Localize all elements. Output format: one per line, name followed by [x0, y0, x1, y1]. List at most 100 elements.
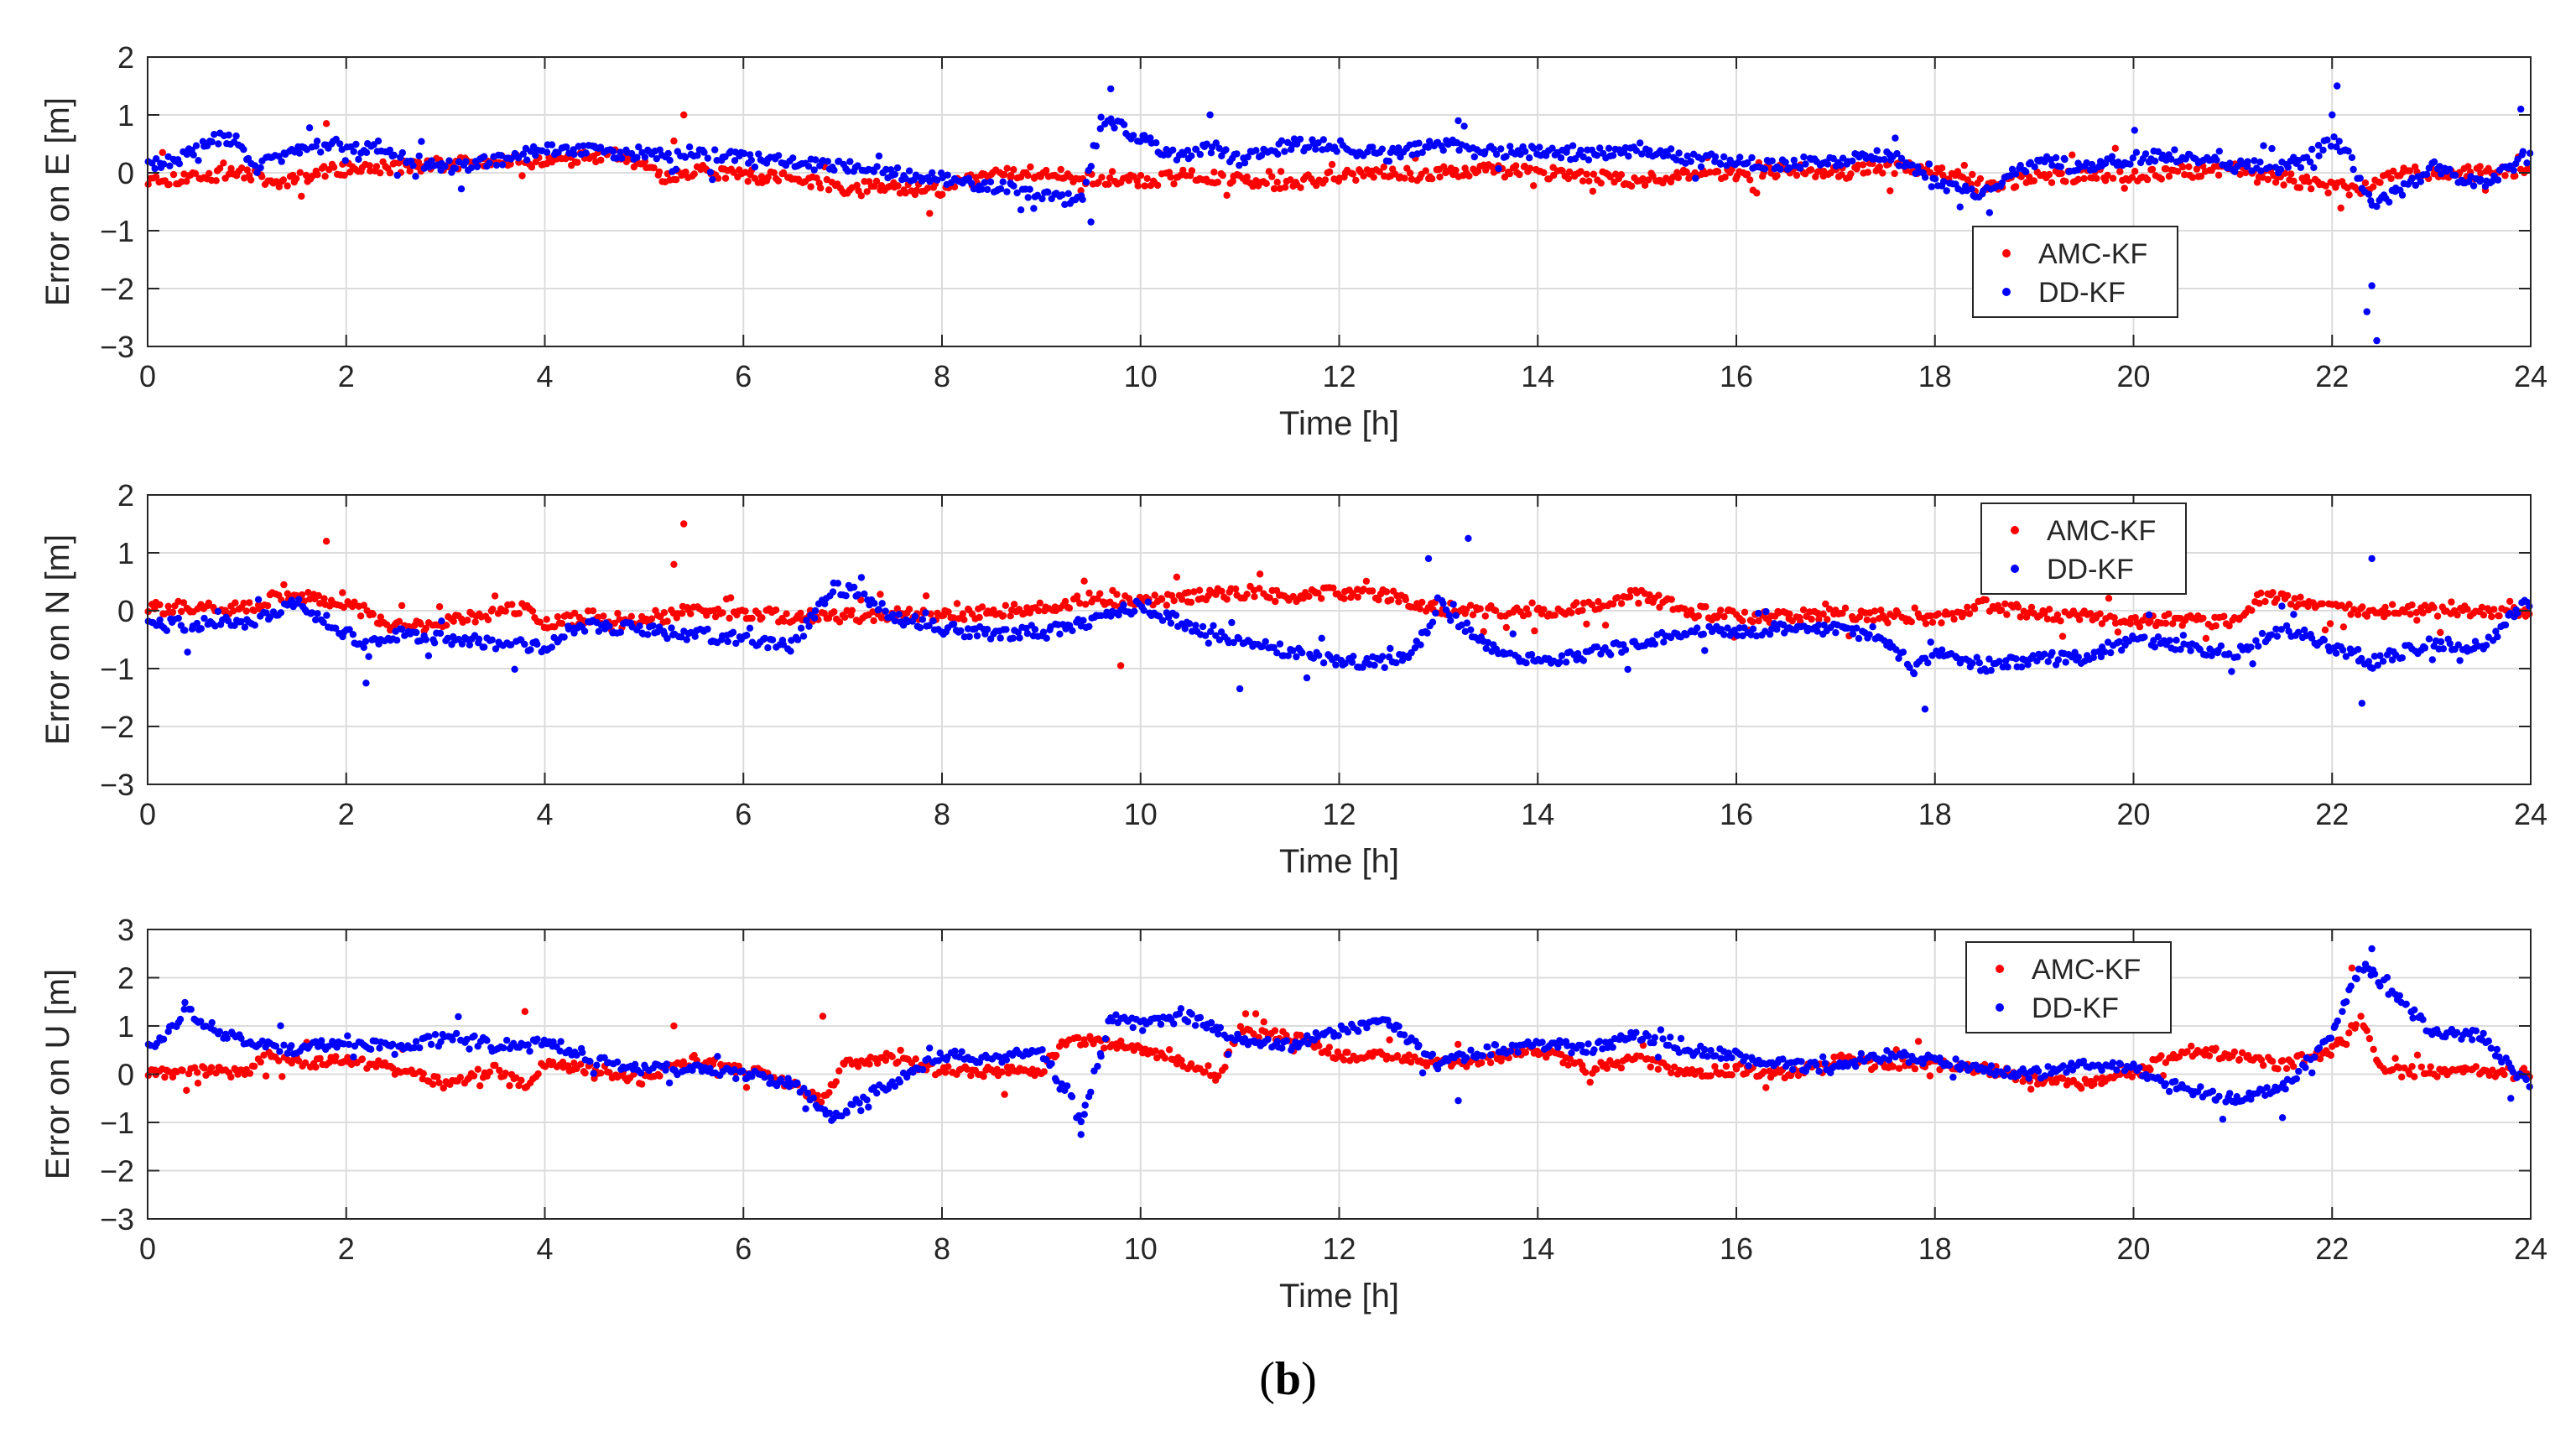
data-point	[1522, 1049, 1530, 1056]
data-point-outlier	[2368, 554, 2376, 563]
x-tick-label: 18	[1918, 797, 1952, 831]
data-point	[1111, 124, 1118, 132]
data-point	[1581, 1069, 1590, 1076]
data-point	[1233, 150, 1241, 158]
data-point	[613, 1058, 622, 1066]
data-point	[2257, 1056, 2266, 1064]
data-point	[1579, 153, 1587, 161]
data-point	[1632, 147, 1641, 154]
data-point	[2248, 607, 2256, 614]
data-point	[2269, 589, 2277, 596]
data-point	[232, 132, 240, 140]
data-point	[2480, 612, 2488, 619]
data-point	[2100, 648, 2109, 656]
data-point	[2523, 159, 2531, 167]
data-point	[825, 1109, 834, 1117]
data-point	[1297, 1031, 1304, 1039]
data-point	[1884, 619, 1892, 627]
data-point	[861, 590, 868, 598]
data-point	[2488, 612, 2495, 621]
data-point	[2290, 611, 2298, 618]
data-point	[1960, 610, 1968, 617]
data-point	[656, 146, 664, 154]
data-point	[2093, 1075, 2100, 1082]
data-point	[1223, 191, 1231, 199]
data-point	[2448, 598, 2455, 606]
data-point	[606, 622, 613, 630]
data-point	[2268, 144, 2276, 153]
data-point	[2215, 148, 2223, 155]
data-point	[968, 180, 976, 187]
data-point	[1626, 593, 1634, 601]
data-point-outlier	[1116, 662, 1125, 669]
data-point	[476, 1082, 484, 1090]
data-point	[1755, 609, 1762, 617]
data-point	[169, 608, 177, 617]
data-point	[1212, 591, 1220, 598]
data-point	[1318, 595, 1325, 602]
data-point	[2282, 1065, 2291, 1073]
data-point	[780, 617, 788, 625]
data-point	[732, 639, 740, 648]
data-point	[997, 634, 1004, 642]
data-point	[2374, 661, 2381, 669]
data-point	[2256, 600, 2263, 607]
data-point	[2327, 143, 2335, 150]
data-point	[2171, 146, 2178, 154]
data-point	[551, 623, 559, 631]
data-point	[584, 607, 592, 615]
data-point	[241, 623, 249, 631]
data-point	[2136, 623, 2144, 631]
data-point	[2345, 1029, 2353, 1037]
legend-label-amc-kf: AMC-KF	[2038, 238, 2147, 270]
data-point-outlier	[362, 679, 370, 687]
data-point	[2251, 157, 2258, 164]
data-point	[440, 1084, 447, 1092]
data-point	[1418, 598, 1426, 607]
data-point	[1674, 174, 1683, 182]
data-point	[183, 1086, 190, 1095]
data-point	[243, 166, 251, 174]
data-point	[305, 124, 314, 132]
data-point	[2464, 163, 2472, 170]
data-point	[1098, 174, 1106, 181]
data-point	[1922, 620, 1930, 627]
data-point	[1579, 177, 1587, 185]
data-point	[1003, 188, 1011, 195]
data-point	[1027, 163, 1034, 171]
data-point	[284, 182, 291, 190]
data-point	[1189, 627, 1196, 635]
data-point	[2256, 159, 2264, 166]
data-point	[2017, 162, 2024, 169]
data-point	[393, 637, 401, 644]
data-point	[2114, 628, 2122, 636]
data-point	[2294, 628, 2303, 636]
data-point	[1256, 570, 1264, 578]
data-point	[1814, 609, 1822, 617]
data-point	[2166, 637, 2173, 644]
data-point	[1706, 169, 1714, 176]
data-point	[1287, 176, 1294, 184]
legend-marker-dd-kf	[2002, 288, 2011, 296]
data-point	[1491, 607, 1500, 615]
data-point	[732, 1075, 740, 1083]
data-point-outlier	[322, 120, 330, 128]
data-point	[1017, 206, 1025, 214]
data-point	[925, 622, 933, 629]
data-point	[857, 192, 865, 200]
data-point	[2333, 143, 2340, 151]
data-point	[768, 636, 777, 643]
data-point	[1252, 1010, 1260, 1018]
data-point	[2412, 609, 2420, 617]
data-point	[1324, 1049, 1332, 1057]
y-tick-label: 0	[117, 156, 134, 190]
data-point	[1621, 646, 1630, 653]
data-point	[515, 610, 523, 617]
data-point	[787, 648, 794, 655]
data-point	[721, 174, 730, 182]
data-point	[346, 626, 353, 633]
data-point	[644, 631, 652, 638]
data-point	[386, 169, 394, 177]
data-point	[570, 1060, 578, 1067]
data-point	[288, 596, 295, 604]
